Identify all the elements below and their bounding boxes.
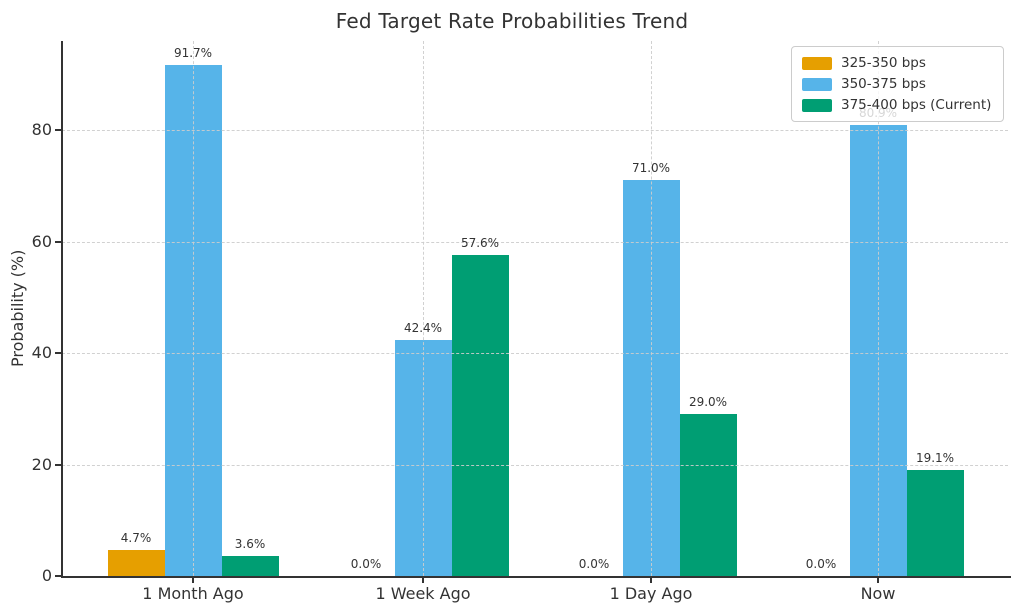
y-axis-spine	[61, 41, 63, 578]
legend: 325-350 bps 350-375 bps 375-400 bps (Curre…	[791, 46, 1005, 122]
x-tick-label: Now	[860, 584, 896, 603]
y-tick-label: 80	[31, 120, 52, 140]
vertical-gridline	[878, 41, 879, 576]
legend-swatch-icon	[802, 56, 832, 70]
x-tick-label: 1 Day Ago	[609, 584, 693, 603]
bar	[679, 414, 737, 576]
legend-label: 350-375 bps	[841, 76, 926, 92]
vertical-gridline	[193, 41, 194, 576]
horizontal-gridline	[62, 241, 1008, 243]
y-tick-label: 60	[31, 231, 52, 251]
horizontal-gridline	[62, 464, 1008, 466]
bar-value-label: 0.0%	[350, 557, 382, 571]
bar-value-label: 91.7%	[173, 45, 213, 60]
bar-value-label: 57.6%	[460, 236, 500, 250]
legend-item: 325-350 bps	[802, 55, 991, 71]
x-tick-mark	[422, 578, 424, 583]
x-axis-spine	[61, 576, 1011, 578]
x-tick-label: 1 Week Ago	[375, 584, 471, 603]
bar	[451, 255, 509, 576]
legend-label: 325-350 bps	[841, 55, 926, 71]
legend-swatch-icon	[802, 98, 832, 112]
bar-value-label: 19.1%	[915, 450, 955, 465]
y-tick-mark	[55, 463, 61, 466]
bar-value-label: 71.0%	[631, 161, 671, 176]
bar-value-label: 3.6%	[234, 536, 266, 551]
bar	[906, 469, 964, 576]
legend-label: 375-400 bps (Current)	[841, 97, 992, 113]
x-tick-mark	[877, 578, 879, 583]
bar-value-label: 4.7%	[120, 530, 152, 545]
bar	[107, 549, 165, 576]
bar-value-label: 42.4%	[403, 320, 443, 335]
vertical-gridline	[423, 41, 424, 576]
y-tick-label: 0	[41, 566, 52, 585]
y-tick-mark	[55, 129, 61, 132]
chart-title: Fed Target Rate Probabilities Trend	[335, 9, 689, 33]
bar-value-label: 0.0%	[805, 557, 837, 571]
horizontal-gridline	[62, 353, 1008, 355]
vertical-gridline	[651, 41, 652, 576]
legend-swatch-icon	[802, 77, 832, 91]
y-tick-label: 40	[31, 343, 52, 363]
x-tick-label: 1 Month Ago	[142, 584, 244, 603]
bar-value-label: 0.0%	[578, 557, 610, 571]
x-tick-mark	[192, 578, 194, 583]
y-tick-mark	[55, 240, 61, 243]
bar-value-label: 29.0%	[688, 395, 728, 410]
horizontal-gridline	[62, 130, 1008, 132]
y-tick-mark	[55, 352, 61, 355]
legend-item: 350-375 bps	[802, 76, 991, 92]
bar	[221, 555, 279, 576]
y-tick-mark	[55, 575, 61, 577]
y-tick-label: 20	[31, 454, 52, 474]
legend-item: 375-400 bps (Current)	[802, 97, 991, 113]
x-tick-mark	[650, 578, 652, 583]
